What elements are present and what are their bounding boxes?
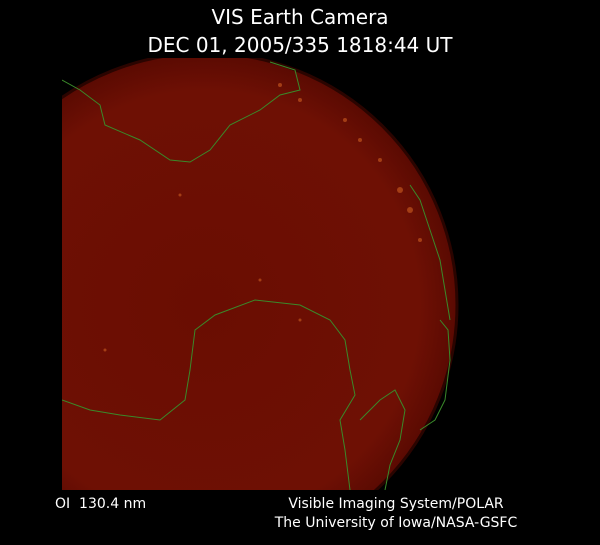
coastlines	[62, 61, 451, 490]
wavelength: OI 130.4 nm	[55, 496, 146, 512]
earth-disk	[62, 58, 459, 490]
credit-line: The University of Iowa/NASA-GSFC	[274, 515, 518, 531]
title: VIS Earth Camera	[211, 5, 388, 29]
timestamp: DEC 01, 2005/335 1818:44 UT	[148, 33, 454, 57]
emission-spots	[103, 83, 422, 352]
credit-line: Visible Imaging System/POLAR	[288, 496, 504, 512]
earth-image	[62, 58, 459, 490]
